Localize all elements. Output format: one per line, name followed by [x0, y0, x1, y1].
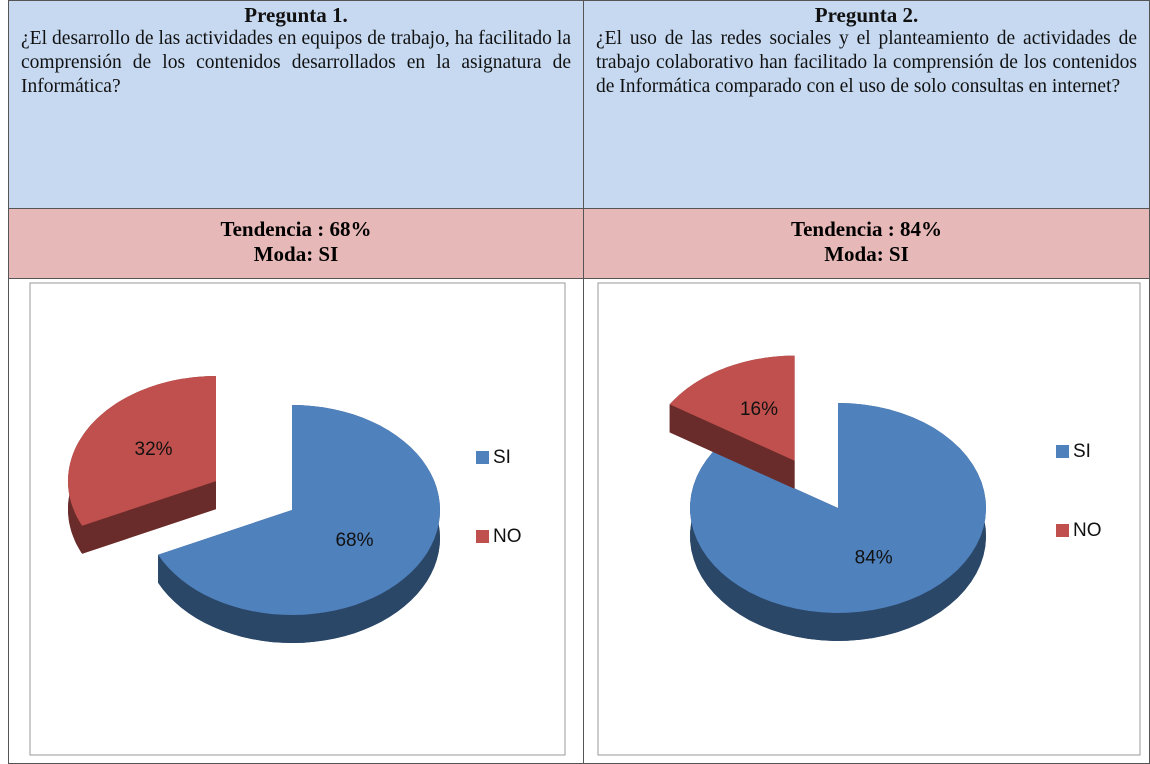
legend-label: NO [493, 526, 522, 547]
header-cell: Pregunta 2. ¿El uso de las redes sociale… [583, 0, 1150, 209]
legend-label: SI [493, 447, 511, 468]
data-label: 68% [335, 530, 373, 551]
slice [690, 403, 986, 613]
slice [158, 405, 440, 615]
header-cell: Pregunta 1. ¿El desarrollo de las activi… [8, 0, 584, 209]
moda: Moda: SI [253, 242, 339, 266]
slice [68, 376, 216, 526]
data-label: 16% [740, 399, 778, 420]
question-text: ¿El uso de las redes sociales y el plant… [596, 28, 1137, 97]
question-text: ¿El desarrollo de las actividades en equ… [21, 28, 571, 97]
question-title: Pregunta 1. [244, 3, 348, 27]
slice-side [669, 404, 795, 489]
tendencia: Tendencia : 68% [220, 217, 372, 241]
slice-side [82, 481, 216, 554]
legend-swatch [476, 451, 489, 464]
legend-swatch [1056, 445, 1069, 458]
tendencia: Tendencia : 84% [791, 217, 942, 241]
slice [669, 355, 795, 461]
legend-swatch [476, 530, 489, 543]
legend-swatch [1056, 524, 1069, 537]
legend-label: SI [1073, 441, 1091, 462]
data-label: 32% [135, 439, 173, 460]
moda: Moda: SI [824, 242, 909, 266]
summary-cell: Tendencia : 68% Moda: SI [8, 208, 584, 279]
question-title: Pregunta 2. [814, 3, 919, 27]
data-label: 84% [855, 548, 893, 569]
legend-label: NO [1073, 520, 1102, 541]
